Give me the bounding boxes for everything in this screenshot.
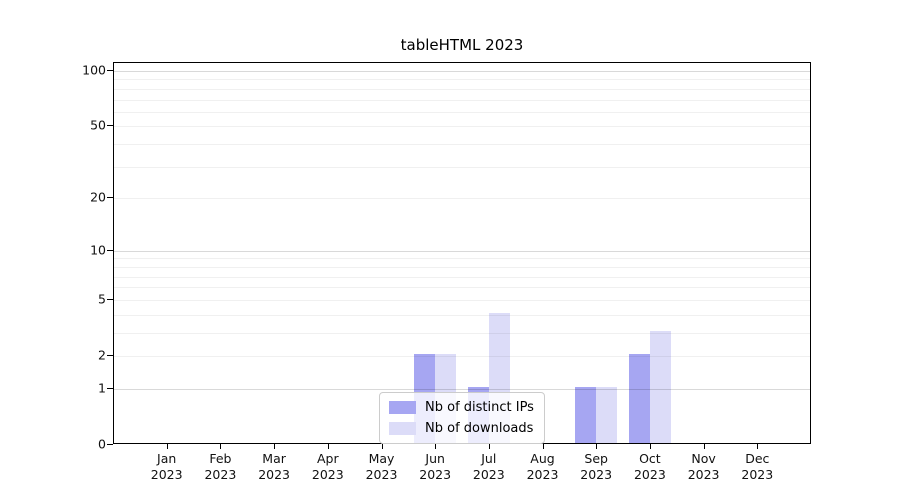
y-tick-mark <box>107 125 113 127</box>
bar-oct-s1 <box>649 330 671 443</box>
x-tick-mark <box>703 444 705 449</box>
legend-item-distinct-ips: Nb of distinct IPs <box>389 400 534 415</box>
gridline-40 <box>114 144 810 145</box>
x-tick-label-jun: Jun 2023 <box>419 451 452 482</box>
x-tick-label-jan: Jan 2023 <box>150 451 183 482</box>
gridline-90 <box>114 79 810 81</box>
x-tick-label-apr: Apr 2023 <box>311 451 344 482</box>
x-tick-label-mar: Mar 2023 <box>258 451 290 482</box>
bar-sep-s1 <box>596 386 618 443</box>
bar-sep-s0 <box>575 386 597 443</box>
y-tick-label-50: 50 <box>90 117 106 133</box>
y-tick-label-100: 100 <box>82 62 106 78</box>
x-tick-mark <box>327 444 329 449</box>
x-tick-mark <box>220 444 222 449</box>
y-tick-mark <box>107 298 113 300</box>
y-tick-label-5: 5 <box>98 291 106 307</box>
bar-oct-s0 <box>628 354 650 443</box>
y-tick-label-1: 1 <box>98 380 106 396</box>
x-tick-mark <box>649 444 651 449</box>
x-tick-mark <box>274 444 276 449</box>
gridline-1 <box>114 388 810 390</box>
gridline-60 <box>114 111 810 113</box>
x-tick-label-may: May 2023 <box>365 451 398 482</box>
x-tick-label-dec: Dec 2023 <box>741 451 774 482</box>
x-tick-mark <box>757 444 759 449</box>
legend-item-downloads: Nb of downloads <box>389 421 534 436</box>
x-tick-mark <box>166 444 168 449</box>
x-tick-label-sep: Sep 2023 <box>580 451 613 482</box>
gridline-2 <box>114 356 810 357</box>
gridline-4 <box>114 314 810 316</box>
x-tick-mark <box>381 444 383 449</box>
gridline-20 <box>114 198 810 200</box>
chart-title: tableHTML 2023 <box>400 36 524 54</box>
y-tick-mark <box>107 69 113 71</box>
legend-label: Nb of downloads <box>425 421 534 436</box>
x-tick-mark <box>435 444 437 449</box>
y-tick-label-10: 10 <box>90 242 106 258</box>
gridline-100 <box>114 70 810 72</box>
gridline-6 <box>114 287 810 289</box>
x-tick-label-jul: Jul 2023 <box>472 451 505 482</box>
gridline-8 <box>114 266 810 268</box>
y-tick-mark <box>107 249 113 251</box>
legend: Nb of distinct IPs Nb of downloads <box>379 392 545 444</box>
x-tick-label-aug: Aug 2023 <box>526 451 559 482</box>
y-tick-mark <box>107 444 113 445</box>
y-tick-mark <box>107 355 113 356</box>
legend-swatch-downloads <box>389 422 416 435</box>
x-tick-label-nov: Nov 2023 <box>687 451 720 482</box>
x-tick-mark <box>596 444 598 449</box>
gridline-10 <box>114 250 810 252</box>
gridline-50 <box>114 126 810 128</box>
x-tick-mark <box>488 444 490 449</box>
legend-label: Nb of distinct IPs <box>425 400 534 415</box>
x-tick-label-feb: Feb 2023 <box>204 451 237 482</box>
gridline-5 <box>114 299 810 301</box>
plot-area: Nb of distinct IPs Nb of downloads <box>113 62 811 444</box>
gridline-80 <box>114 88 810 90</box>
legend-swatch-distinct-ips <box>389 401 416 414</box>
y-tick-mark <box>107 197 113 199</box>
gridline-30 <box>114 166 810 168</box>
gridline-7 <box>114 276 810 278</box>
y-tick-label-0: 0 <box>98 436 106 452</box>
x-tick-mark <box>542 444 544 449</box>
y-tick-mark <box>107 387 113 389</box>
x-tick-label-oct: Oct 2023 <box>633 451 666 482</box>
gridline-70 <box>114 99 810 101</box>
gridline-9 <box>114 258 810 260</box>
y-tick-label-20: 20 <box>90 189 106 205</box>
y-tick-label-2: 2 <box>98 347 106 363</box>
gridline-3 <box>114 332 810 334</box>
